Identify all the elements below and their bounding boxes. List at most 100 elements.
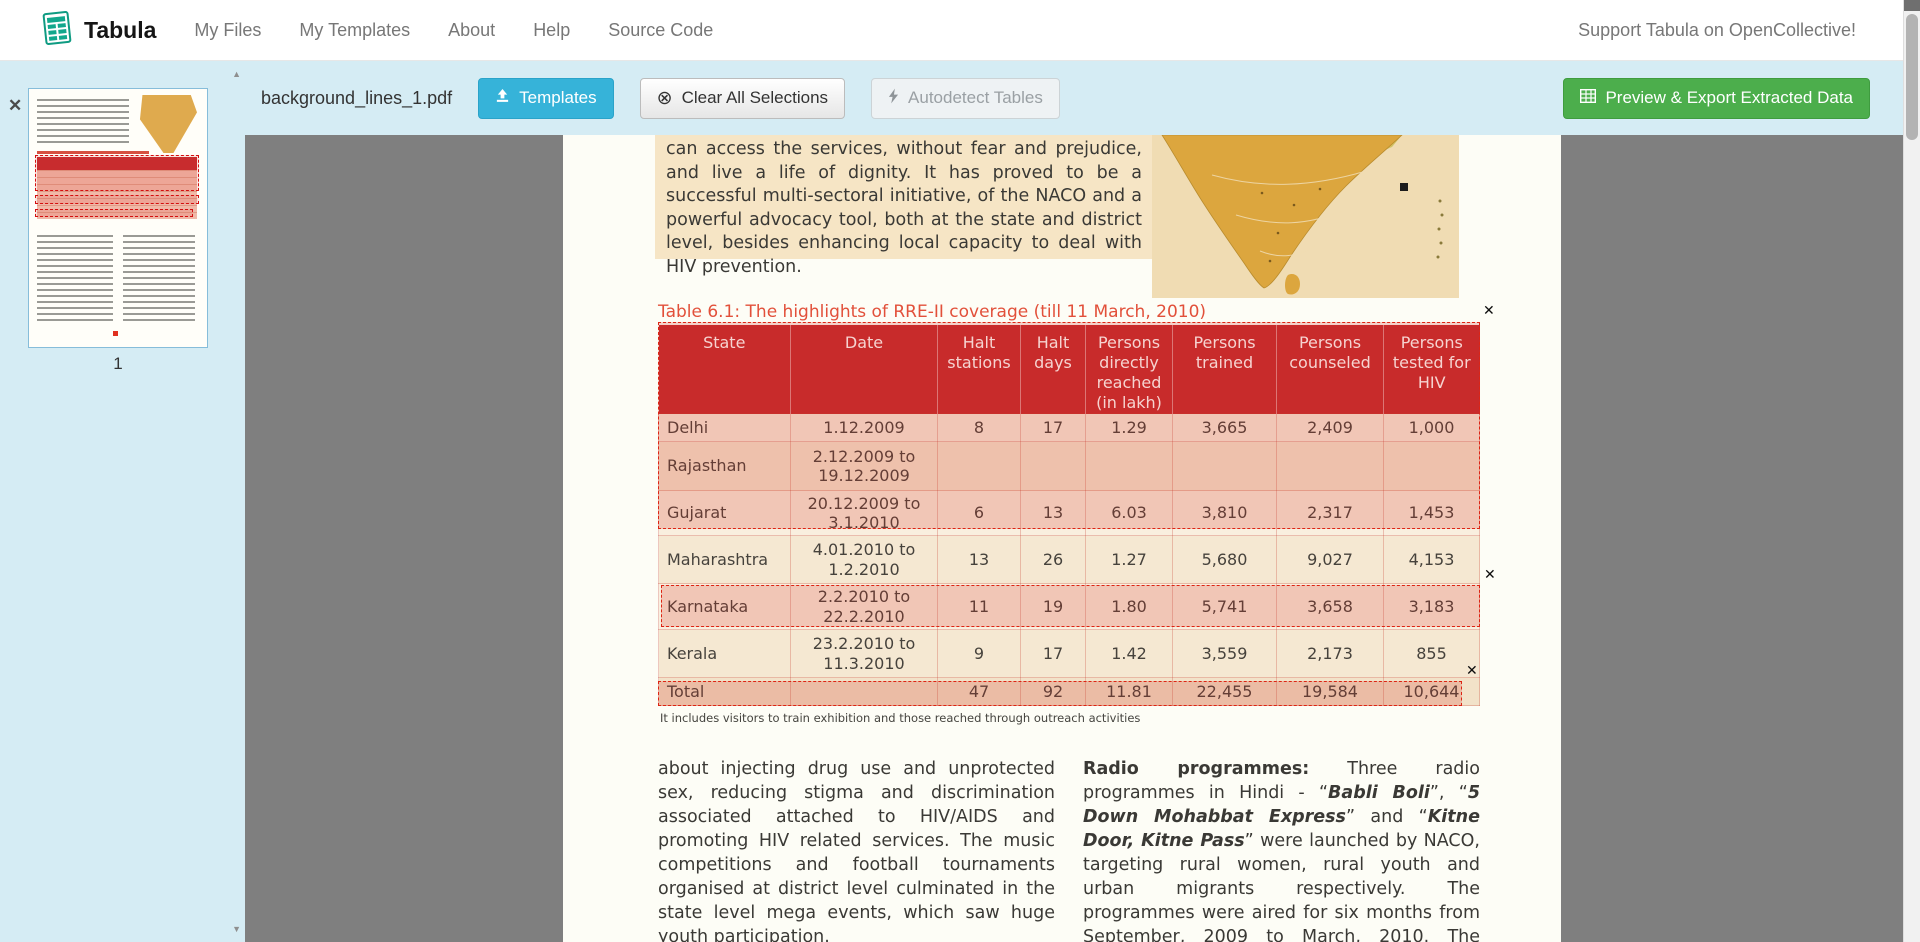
column-header: Persons counseled: [1276, 325, 1384, 414]
pdf-page[interactable]: can access the services, without fear an…: [563, 135, 1561, 942]
radio-title: Kitne Door, Kitne Pass: [1083, 807, 1480, 851]
table-cell: 9,027: [1276, 535, 1384, 584]
table-row: Maharashtra 4.01.2010 to 1.2.2010 13 26 1.27…: [658, 535, 1480, 584]
coverage-table: State Date Halt stations Halt days Persons d…: [658, 325, 1480, 706]
radio-text: ” were launched by NACO, targeting rural…: [1083, 831, 1480, 942]
table-row: Karnataka 2.2.2010 to 22.2.2010 11 19 1.80 5,…: [658, 583, 1480, 630]
table-cell: 5,680: [1172, 535, 1277, 584]
thumb-text-lines: [123, 235, 195, 321]
nav-link-about[interactable]: About: [448, 19, 496, 40]
table-cell: [1276, 441, 1384, 491]
selection-box-1[interactable]: [658, 322, 1480, 529]
table-header-row: State Date Halt stations Halt days Persons d…: [658, 325, 1480, 414]
table-cell: 2,409: [1276, 413, 1384, 442]
table-row: Rajasthan 2.12.2009 to 19.12.2009: [658, 441, 1480, 491]
nav-link-my-files[interactable]: My Files: [194, 19, 262, 40]
vertical-scrollbar[interactable]: [1903, 0, 1920, 942]
radio-title: Babli Boli: [1328, 783, 1430, 803]
intro-panel: can access the services, without fear an…: [655, 135, 1152, 277]
left-paragraph: about injecting drug use and unprotected…: [658, 759, 1055, 942]
thumb-selection: [35, 155, 199, 191]
table-title: Table 6.1: The highlights of RRE-II cove…: [658, 302, 1207, 322]
table-cell: Maharashtra: [658, 535, 791, 584]
column-header: Persons directly reached (in lakh): [1085, 325, 1173, 414]
remove-selection-2-button[interactable]: ✕: [1484, 567, 1496, 583]
table-cell: 9: [937, 629, 1021, 678]
selection-box-2[interactable]: [661, 585, 1480, 627]
table-cell: 855: [1383, 629, 1480, 678]
document-filename: background_lines_1.pdf: [261, 87, 453, 108]
table-cell: [1085, 441, 1173, 491]
thumb-selection: [35, 209, 193, 217]
lightning-icon: [888, 88, 899, 109]
thumb-text-lines: [37, 99, 129, 145]
sidebar-scroll-down-icon[interactable]: ▼: [232, 924, 241, 934]
export-button-label: Preview & Export Extracted Data: [1605, 88, 1853, 107]
table-cell: 23.2.2010 to 11.3.2010: [790, 629, 938, 678]
circle-x-icon: ⊗: [656, 87, 673, 109]
table-grid-icon: [1580, 88, 1597, 108]
nav-links: My Files My Templates About Help Source …: [194, 20, 713, 41]
radio-paragraph: Radio programmes: Three radio programmes…: [1083, 757, 1480, 942]
templates-button[interactable]: Templates: [478, 77, 614, 119]
remove-file-button[interactable]: ✕: [8, 96, 23, 115]
table-cell: [1172, 441, 1277, 491]
support-link[interactable]: Support Tabula on OpenCollective!: [1578, 19, 1856, 40]
table-cell: 26: [1020, 535, 1086, 584]
thumb-text-lines: [37, 235, 113, 321]
scrollbar-thumb[interactable]: [1906, 14, 1918, 140]
table-row: Delhi 1.12.2009 8 17 1.29 3,665 2,409 1,000: [658, 413, 1480, 442]
table-cell: 1,000: [1383, 413, 1480, 442]
table-cell: 1.27: [1085, 535, 1173, 584]
radio-text: Three radio programmes in Hindi - “: [1083, 759, 1480, 803]
table-cell: 2.12.2009 to 19.12.2009: [790, 441, 938, 491]
table-cell: 1.29: [1085, 413, 1173, 442]
page-thumbnail[interactable]: [28, 88, 208, 348]
radio-paragraph-lead: Radio programmes:: [1083, 759, 1310, 779]
brand[interactable]: Tabula: [40, 10, 156, 51]
table-cell: [937, 441, 1021, 491]
table-cell: 5,741: [1172, 583, 1277, 630]
selection-box-3[interactable]: [658, 681, 1462, 706]
column-header: State: [658, 325, 791, 414]
table-row: Kerala 23.2.2010 to 11.3.2010 9 17 1.42 3,559…: [658, 629, 1480, 678]
thumb-selection-dot: [113, 331, 118, 336]
top-navbar: Tabula My Files My Templates About Help …: [0, 0, 1920, 61]
scrollbar-top-button[interactable]: [1904, 0, 1920, 11]
table-cell: 4,153: [1383, 535, 1480, 584]
workspace: ✕ 1 ▲ ▼ background_lines_1.pdf: [0, 61, 1920, 942]
clear-all-selections-button[interactable]: ⊗ Clear All Selections: [639, 77, 846, 119]
thumb-table-header: [37, 157, 197, 170]
autodetect-tables-button[interactable]: Autodetect Tables: [871, 77, 1060, 119]
table-cell: 3,665: [1172, 413, 1277, 442]
brand-name: Tabula: [84, 16, 157, 43]
toolbar: background_lines_1.pdf Templates ⊗ Clear…: [245, 61, 1920, 135]
tabula-logo-icon: [40, 10, 74, 51]
remove-selection-3-button[interactable]: ✕: [1466, 663, 1478, 679]
table-cell: 2,173: [1276, 629, 1384, 678]
table-cell: 13: [937, 535, 1021, 584]
templates-button-label: Templates: [519, 88, 597, 107]
table-cell: [1383, 441, 1480, 491]
table-cell: 3,559: [1172, 629, 1277, 678]
table-cell: 1.42: [1085, 629, 1173, 678]
radio-title: 5 Down Mohabbat Express: [1083, 783, 1480, 827]
thumb-table: [37, 157, 197, 219]
preview-export-button[interactable]: Preview & Export Extracted Data: [1563, 77, 1870, 119]
nav-link-source-code[interactable]: Source Code: [608, 19, 714, 40]
table-cell: 17: [1020, 629, 1086, 678]
sidebar-scroll-up-icon[interactable]: ▲: [232, 69, 241, 79]
nav-link-my-templates[interactable]: My Templates: [299, 19, 411, 40]
radio-text: ” and “: [1345, 807, 1428, 827]
remove-selection-1-button[interactable]: ✕: [1483, 303, 1495, 319]
table-cell: 1.80: [1085, 583, 1173, 630]
table-cell: 3,658: [1276, 583, 1384, 630]
nav-link-help[interactable]: Help: [533, 19, 571, 40]
table-cell: Delhi: [658, 413, 791, 442]
document-canvas: can access the services, without fear an…: [245, 135, 1920, 942]
table-cell: Karnataka: [658, 583, 791, 630]
column-header: Persons trained: [1172, 325, 1277, 414]
intro-paragraph: can access the services, without fear an…: [666, 139, 1142, 277]
main-content: background_lines_1.pdf Templates ⊗ Clear…: [245, 61, 1920, 942]
column-header: Persons tested for HIV: [1383, 325, 1480, 414]
